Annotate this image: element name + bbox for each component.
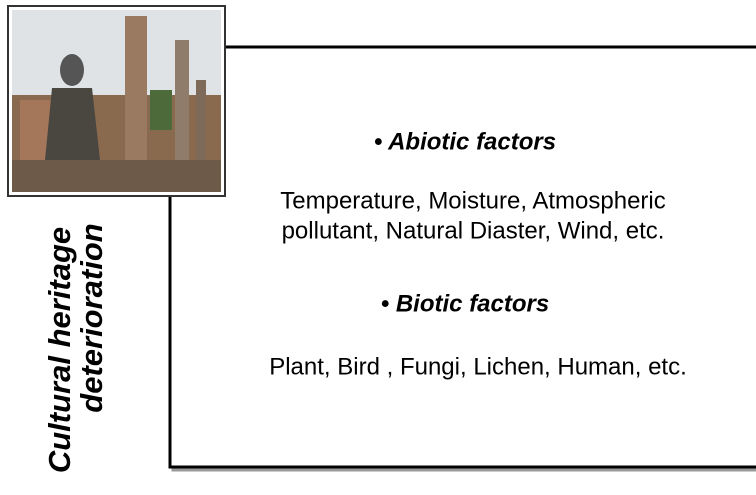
side-label: Cultural heritage (42, 227, 77, 473)
photo-pillar (125, 16, 147, 166)
photo-pillar (175, 40, 189, 170)
section-heading: • Abiotic factors (374, 128, 556, 155)
photo-pillar (196, 80, 206, 180)
section-text: Plant, Bird , Fungi, Lichen, Human, etc. (269, 353, 687, 380)
section-heading: • Biotic factors (381, 290, 549, 317)
section-text: pollutant, Natural Diaster, Wind, etc. (282, 217, 665, 244)
photo-tree (150, 90, 172, 130)
factor-box (168, 45, 756, 469)
section-text: Temperature, Moisture, Atmospheric (280, 187, 666, 214)
side-label: deterioration (74, 223, 109, 412)
photo (7, 5, 226, 197)
photo-statue-head (60, 54, 84, 86)
photo-statue-body (45, 88, 100, 160)
photo-ground (12, 160, 221, 192)
